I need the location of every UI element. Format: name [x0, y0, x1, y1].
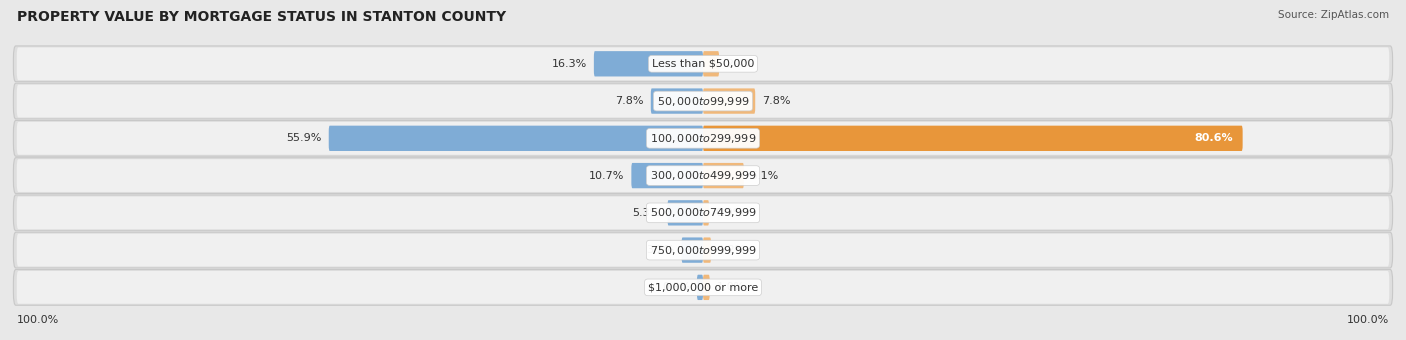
Text: $100,000 to $299,999: $100,000 to $299,999	[650, 132, 756, 145]
FancyBboxPatch shape	[14, 83, 1392, 119]
FancyBboxPatch shape	[14, 158, 1392, 193]
Text: $750,000 to $999,999: $750,000 to $999,999	[650, 243, 756, 257]
FancyBboxPatch shape	[703, 237, 711, 263]
Text: $500,000 to $749,999: $500,000 to $749,999	[650, 206, 756, 219]
FancyBboxPatch shape	[17, 271, 1389, 304]
Text: 16.3%: 16.3%	[553, 59, 588, 69]
FancyBboxPatch shape	[703, 163, 744, 188]
Text: 5.3%: 5.3%	[633, 208, 661, 218]
FancyBboxPatch shape	[14, 270, 1392, 305]
Text: $50,000 to $99,999: $50,000 to $99,999	[657, 95, 749, 107]
FancyBboxPatch shape	[17, 159, 1389, 192]
Text: 100.0%: 100.0%	[17, 314, 59, 325]
FancyBboxPatch shape	[329, 126, 703, 151]
FancyBboxPatch shape	[668, 200, 703, 225]
FancyBboxPatch shape	[703, 275, 710, 300]
FancyBboxPatch shape	[17, 197, 1389, 229]
Text: $300,000 to $499,999: $300,000 to $499,999	[650, 169, 756, 182]
Text: 10.7%: 10.7%	[589, 171, 624, 181]
FancyBboxPatch shape	[14, 232, 1392, 268]
Text: 0.9%: 0.9%	[662, 282, 690, 292]
FancyBboxPatch shape	[697, 275, 703, 300]
Text: Source: ZipAtlas.com: Source: ZipAtlas.com	[1278, 10, 1389, 20]
Text: $1,000,000 or more: $1,000,000 or more	[648, 282, 758, 292]
Text: 55.9%: 55.9%	[287, 133, 322, 143]
FancyBboxPatch shape	[14, 46, 1392, 82]
Text: Less than $50,000: Less than $50,000	[652, 59, 754, 69]
FancyBboxPatch shape	[703, 88, 755, 114]
FancyBboxPatch shape	[17, 122, 1389, 155]
FancyBboxPatch shape	[631, 163, 703, 188]
FancyBboxPatch shape	[17, 47, 1389, 80]
FancyBboxPatch shape	[703, 126, 1243, 151]
Text: 0.9%: 0.9%	[716, 208, 744, 218]
Text: 2.4%: 2.4%	[725, 59, 754, 69]
Text: 100.0%: 100.0%	[1347, 314, 1389, 325]
Text: PROPERTY VALUE BY MORTGAGE STATUS IN STANTON COUNTY: PROPERTY VALUE BY MORTGAGE STATUS IN STA…	[17, 10, 506, 24]
FancyBboxPatch shape	[703, 200, 709, 225]
FancyBboxPatch shape	[682, 237, 703, 263]
Text: 6.1%: 6.1%	[751, 171, 779, 181]
Text: 1.0%: 1.0%	[717, 282, 745, 292]
FancyBboxPatch shape	[651, 88, 703, 114]
FancyBboxPatch shape	[703, 51, 718, 76]
Text: 3.2%: 3.2%	[647, 245, 675, 255]
Text: 7.8%: 7.8%	[616, 96, 644, 106]
FancyBboxPatch shape	[17, 85, 1389, 117]
FancyBboxPatch shape	[593, 51, 703, 76]
Text: 80.6%: 80.6%	[1194, 133, 1233, 143]
FancyBboxPatch shape	[14, 195, 1392, 231]
FancyBboxPatch shape	[14, 120, 1392, 156]
Text: 1.2%: 1.2%	[717, 245, 747, 255]
FancyBboxPatch shape	[17, 234, 1389, 267]
Text: 7.8%: 7.8%	[762, 96, 790, 106]
